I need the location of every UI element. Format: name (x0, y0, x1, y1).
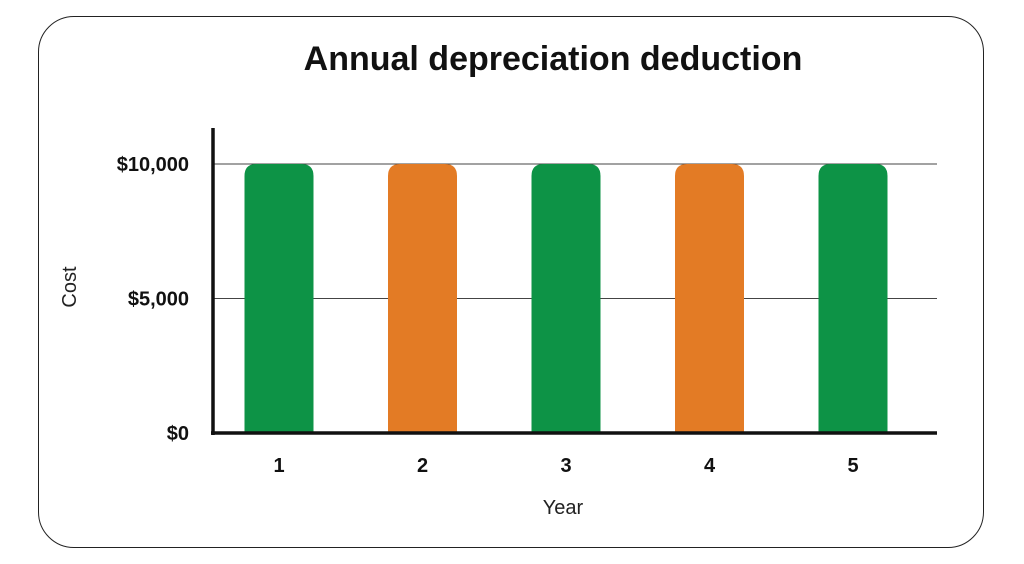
chart-frame (38, 16, 984, 548)
x-tick-label: 5 (847, 455, 858, 477)
x-tick-label: 3 (560, 455, 571, 477)
bars (244, 164, 888, 433)
bar-year-4 (675, 164, 744, 433)
bar-year-1 (244, 164, 314, 433)
y-axis-label: Cost (59, 266, 81, 308)
y-tick-label: $5,000 (128, 289, 189, 311)
x-tick-label: 4 (704, 455, 716, 477)
x-tick-labels: 1 2 3 4 5 (273, 455, 858, 477)
x-axis-label: Year (543, 497, 584, 519)
x-tick-label: 1 (273, 455, 284, 477)
y-tick-label: $10,000 (117, 154, 189, 176)
bar-year-5 (818, 164, 888, 433)
chart-title: Annual depreciation deduction (304, 40, 803, 78)
bar-year-2 (388, 164, 457, 433)
y-tick-label: $0 (167, 423, 189, 445)
x-tick-label: 2 (417, 455, 428, 477)
bar-year-3 (531, 164, 601, 433)
y-tick-labels: $0 $5,000 $10,000 (117, 154, 189, 445)
